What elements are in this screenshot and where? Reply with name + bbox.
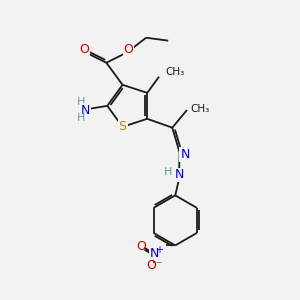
- Text: N: N: [180, 148, 190, 160]
- Text: H: H: [76, 97, 85, 107]
- Text: O: O: [79, 43, 89, 56]
- Text: O: O: [124, 43, 134, 56]
- Text: CH₃: CH₃: [165, 67, 184, 77]
- Text: N: N: [149, 247, 159, 260]
- Text: S: S: [118, 120, 127, 133]
- Text: +: +: [155, 245, 163, 255]
- Text: O: O: [136, 240, 146, 254]
- Text: CH₃: CH₃: [190, 103, 210, 113]
- Text: N: N: [175, 168, 184, 181]
- Text: H: H: [76, 113, 85, 123]
- Text: H: H: [164, 167, 172, 177]
- Text: O⁻: O⁻: [146, 259, 162, 272]
- Text: N: N: [81, 104, 91, 117]
